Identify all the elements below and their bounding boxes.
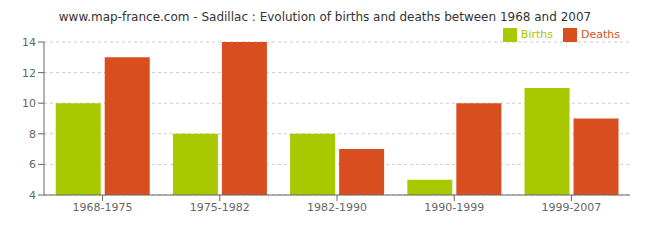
html-text:Deaths: Deaths — [581, 28, 620, 41]
svg-text:1982-1990: 1982-1990 — [307, 201, 367, 214]
svg-text:14: 14 — [22, 36, 36, 49]
svg-text:1999-2007: 1999-2007 — [541, 201, 601, 214]
html-text:www.map-france.com - Sadillac: www.map-france.com - Sadillac : Evolutio… — [58, 10, 592, 24]
svg-text:12: 12 — [22, 67, 36, 80]
svg-text:1990-1999: 1990-1999 — [424, 201, 484, 214]
svg-text:6: 6 — [29, 158, 36, 171]
html-text:Births: Births — [520, 28, 553, 41]
svg-text:8: 8 — [29, 128, 36, 141]
svg-text:10: 10 — [22, 97, 36, 110]
svg-text:4: 4 — [29, 189, 36, 202]
svg-text:1968-1975: 1968-1975 — [73, 201, 133, 214]
svg-text:1975-1982: 1975-1982 — [190, 201, 250, 214]
